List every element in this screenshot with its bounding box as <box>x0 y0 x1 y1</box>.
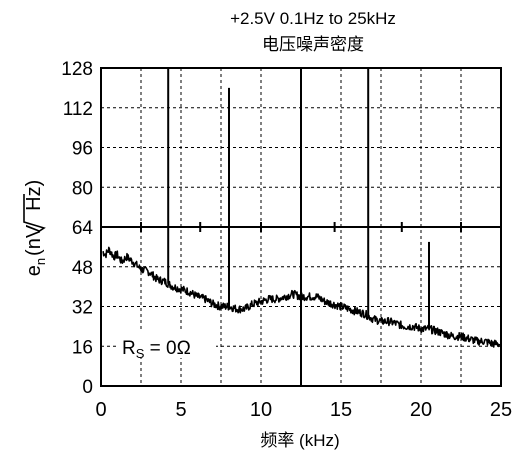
series <box>102 68 502 348</box>
x-tick-label: 10 <box>250 399 272 421</box>
x-axis-label: 频率 (kHz) <box>260 431 339 450</box>
x-tick-label: 20 <box>410 399 432 421</box>
x-tick-label: 5 <box>175 399 186 421</box>
y-tick-label: 80 <box>72 178 93 199</box>
x-tick-label: 0 <box>95 399 106 421</box>
rs-annotation: RS = 0Ω <box>116 330 216 361</box>
y-tick-labels: 0 16 32 48 64 80 96 112 128 <box>61 59 93 398</box>
y-tick-label: 16 <box>72 337 93 358</box>
x-tick-label: 25 <box>490 399 512 421</box>
svg-text:RS = 0Ω: RS = 0Ω <box>122 338 191 361</box>
y-tick-label: 0 <box>82 377 93 398</box>
ylabel-unit-rad: Hz <box>23 186 45 210</box>
y-tick-label: 64 <box>72 218 94 239</box>
annotation-sub: S <box>136 346 145 361</box>
annotation-main: R <box>122 338 136 359</box>
x-tick-label: 15 <box>330 399 352 421</box>
x-tick-labels: 0 5 10 15 20 25 <box>95 399 512 421</box>
y-tick-label: 32 <box>72 298 93 319</box>
omega-symbol: Ω <box>177 338 191 359</box>
sqrt-symbol <box>23 194 46 233</box>
plot-frame <box>100 67 502 387</box>
chart-title: +2.5V 0.1Hz to 25kHz <box>230 9 396 28</box>
ylabel-unit-pre: (nV <box>23 224 45 256</box>
y-tick-label: 96 <box>72 139 93 160</box>
ylabel-main: e <box>23 265 45 276</box>
ylabel-unit-post: ) <box>23 180 45 187</box>
y-tick-label: 48 <box>72 258 93 279</box>
svg-text:en(nVHz): en (nV Hz) <box>23 180 48 277</box>
y-tick-label: 112 <box>63 99 93 120</box>
ylabel-sub: n <box>33 258 48 265</box>
annotation-rest: = 0 <box>144 338 176 359</box>
y-tick-label: 128 <box>61 59 93 80</box>
y-axis-label: en (nV Hz) <box>23 180 48 277</box>
chart-subtitle: 电压噪声密度 <box>262 35 364 54</box>
